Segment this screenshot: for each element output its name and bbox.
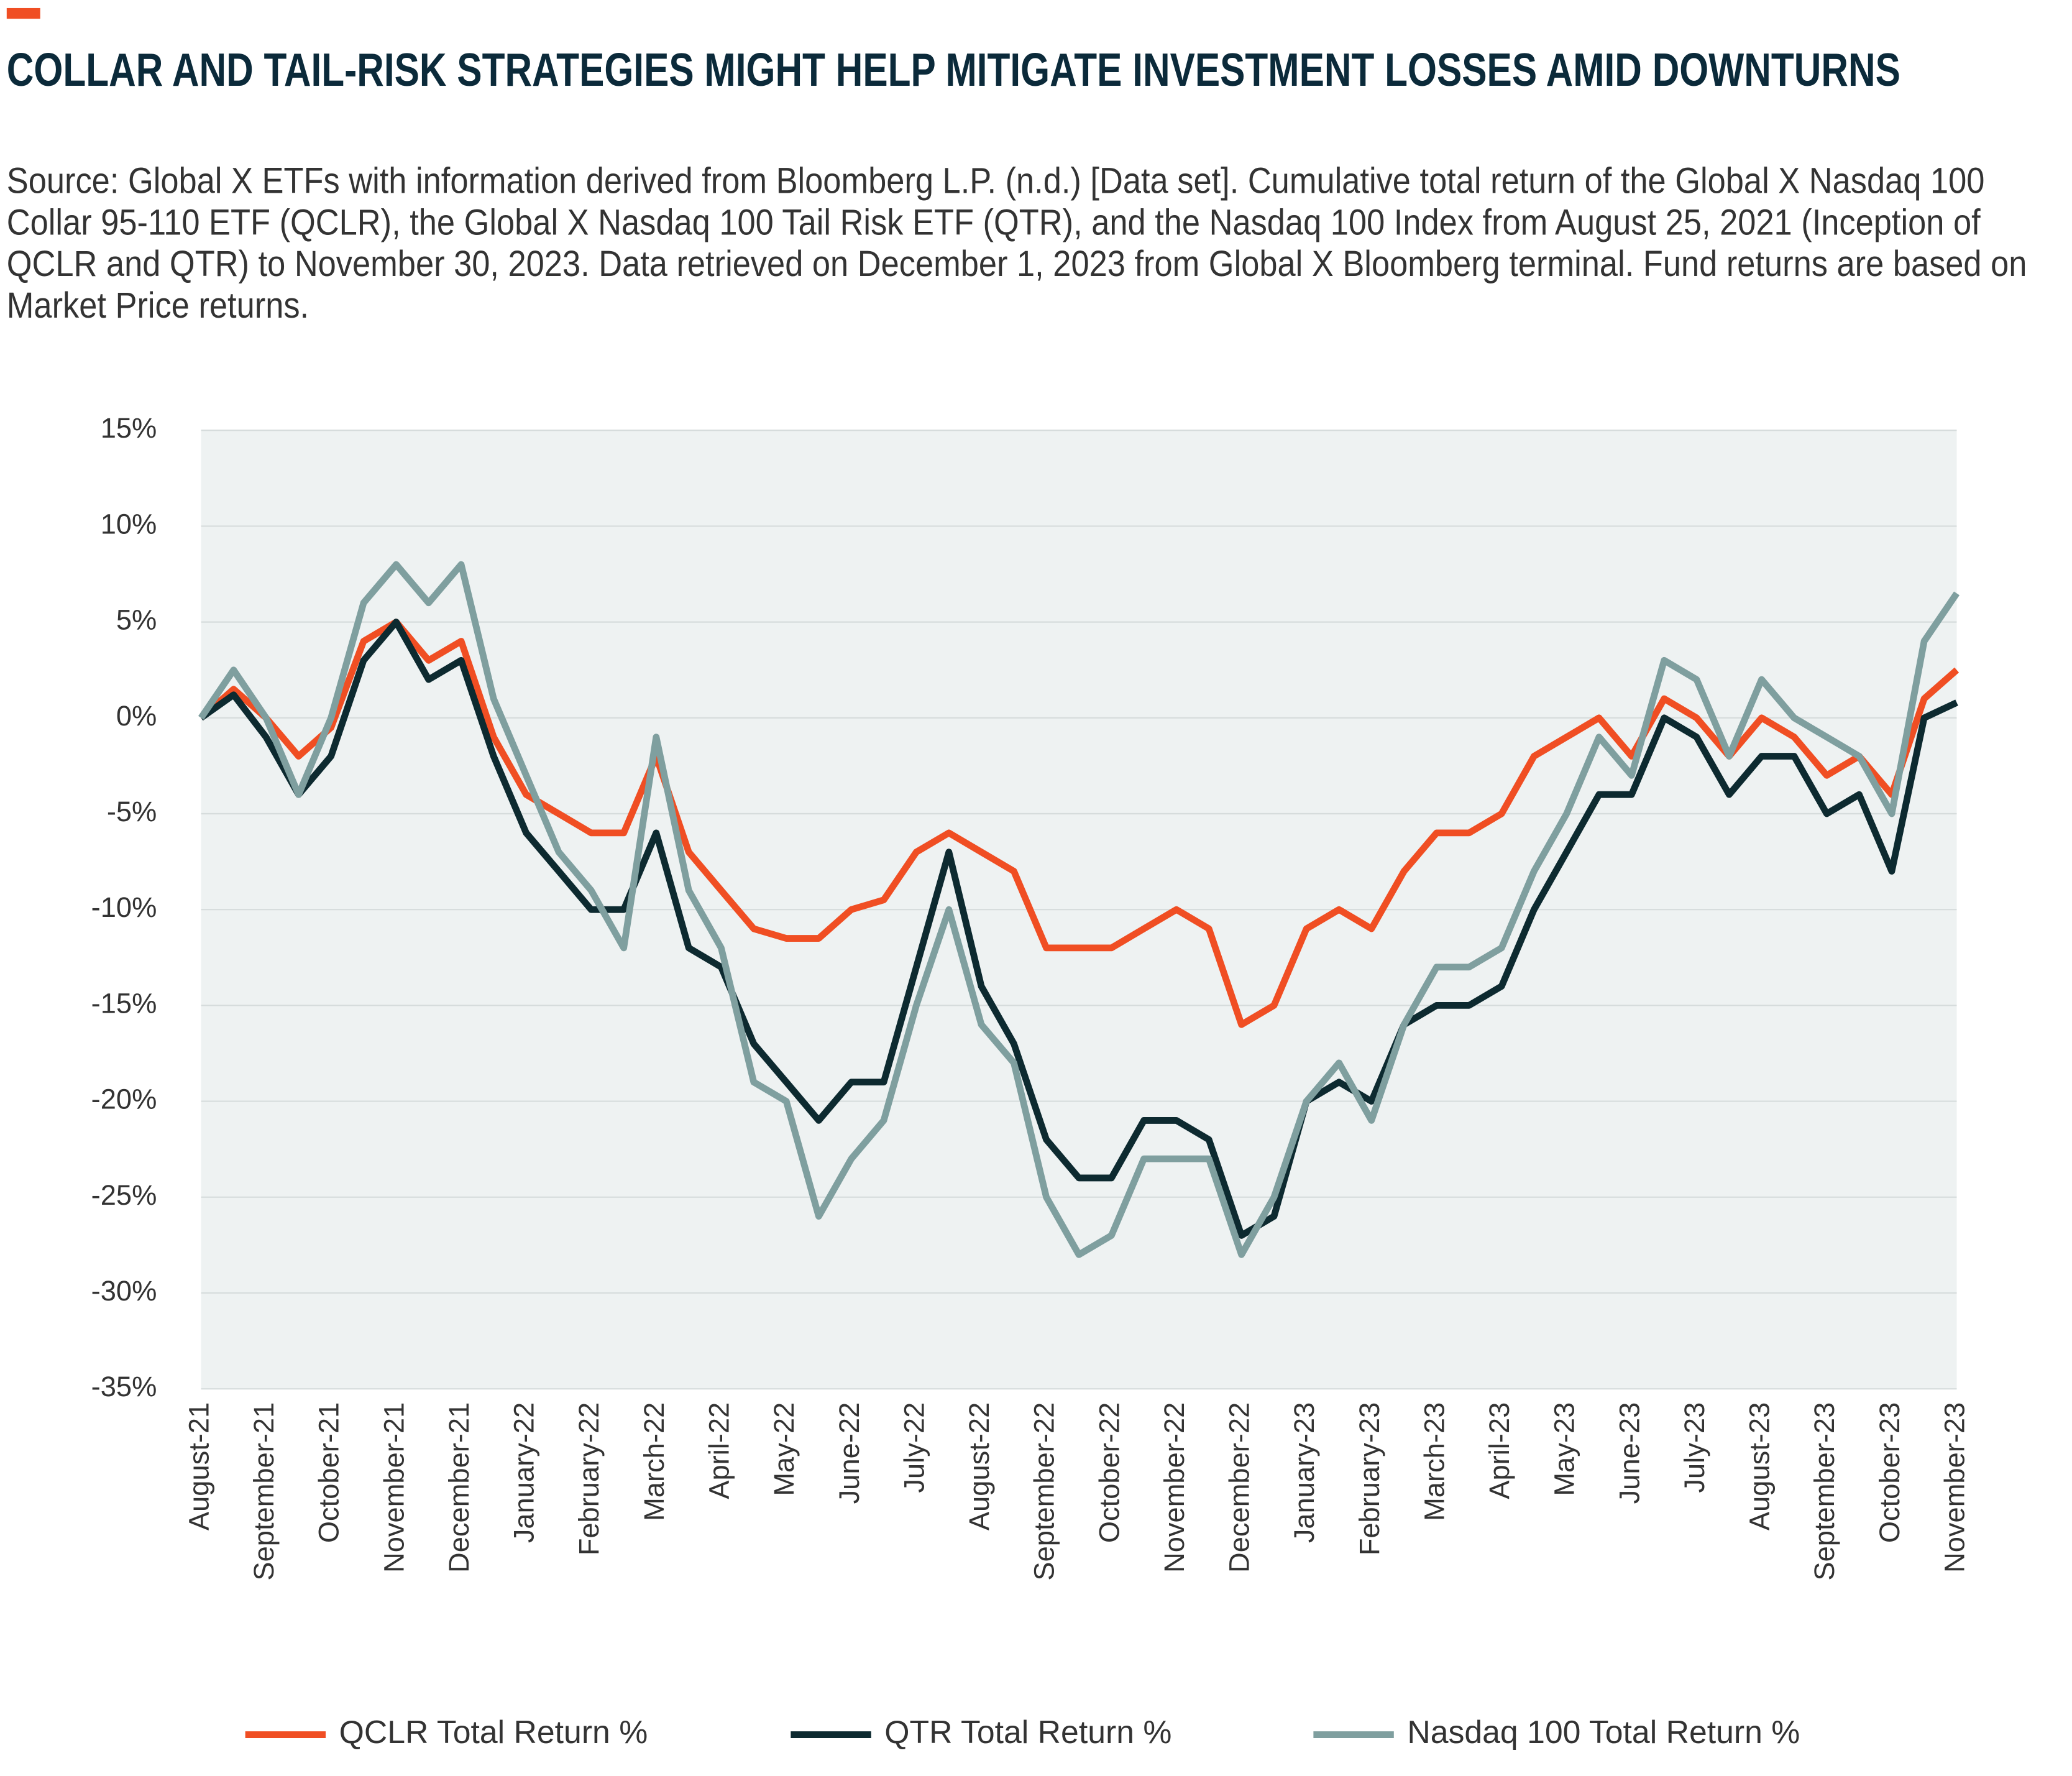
x-tick-label: October-21 — [313, 1402, 345, 1543]
x-tick-label: November-22 — [1158, 1402, 1190, 1573]
series-line — [199, 619, 1958, 1239]
x-tick-label: April-23 — [1483, 1402, 1515, 1499]
x-tick-label: March-23 — [1418, 1402, 1450, 1521]
y-tick-label: -30% — [91, 1275, 157, 1307]
x-tick-label: August-22 — [963, 1402, 995, 1530]
y-tick-label: -35% — [91, 1371, 157, 1402]
x-tick-label: February-23 — [1354, 1402, 1385, 1556]
x-tick-label: November-21 — [378, 1402, 410, 1573]
x-tick-label: September-23 — [1808, 1402, 1840, 1581]
chart-title: COLLAR AND TAIL-RISK STRATEGIES MIGHT HE… — [6, 44, 1900, 97]
y-tick-label: -25% — [91, 1179, 157, 1211]
y-tick-label: -15% — [91, 987, 157, 1019]
legend-label: QCLR Total Return % — [339, 1714, 648, 1750]
x-tick-label: December-21 — [443, 1402, 475, 1573]
y-tick-label: 0% — [116, 700, 157, 732]
x-tick-label: October-23 — [1874, 1402, 1905, 1543]
x-tick-label: July-23 — [1679, 1402, 1710, 1493]
x-tick-label: August-21 — [183, 1402, 214, 1530]
y-tick-label: -10% — [91, 891, 157, 923]
legend-label: Nasdaq 100 Total Return % — [1407, 1714, 1800, 1750]
chart-subtitle: Source: Global X ETFs with information d… — [6, 160, 2027, 326]
y-tick-label: -20% — [91, 1084, 157, 1115]
x-tick-label: February-22 — [573, 1402, 605, 1556]
x-tick-label: May-22 — [768, 1402, 800, 1496]
series-line — [198, 561, 1960, 1258]
x-tick-label: September-22 — [1029, 1402, 1060, 1581]
series-line — [198, 619, 1960, 1028]
y-tick-label: 5% — [116, 604, 157, 636]
x-tick-label: June-23 — [1613, 1402, 1645, 1504]
x-tick-label: September-21 — [248, 1402, 280, 1581]
x-tick-label: August-23 — [1744, 1402, 1776, 1530]
x-tick-label: March-22 — [638, 1402, 670, 1521]
y-tick-label: -5% — [107, 796, 157, 827]
x-tick-label: May-23 — [1549, 1402, 1580, 1496]
x-tick-label: July-22 — [898, 1402, 930, 1493]
x-tick-label: December-22 — [1224, 1402, 1255, 1573]
x-tick-label: June-22 — [833, 1402, 865, 1504]
x-tick-label: January-23 — [1288, 1402, 1320, 1543]
x-tick-label: November-23 — [1939, 1402, 1971, 1573]
legend-label: QTR Total Return % — [884, 1714, 1171, 1750]
x-tick-label: January-22 — [508, 1402, 540, 1543]
y-tick-label: 10% — [101, 508, 157, 540]
x-tick-label: April-22 — [704, 1402, 735, 1499]
y-tick-label: 15% — [101, 412, 157, 444]
x-tick-label: October-22 — [1093, 1402, 1125, 1543]
accent-mark — [6, 7, 40, 19]
